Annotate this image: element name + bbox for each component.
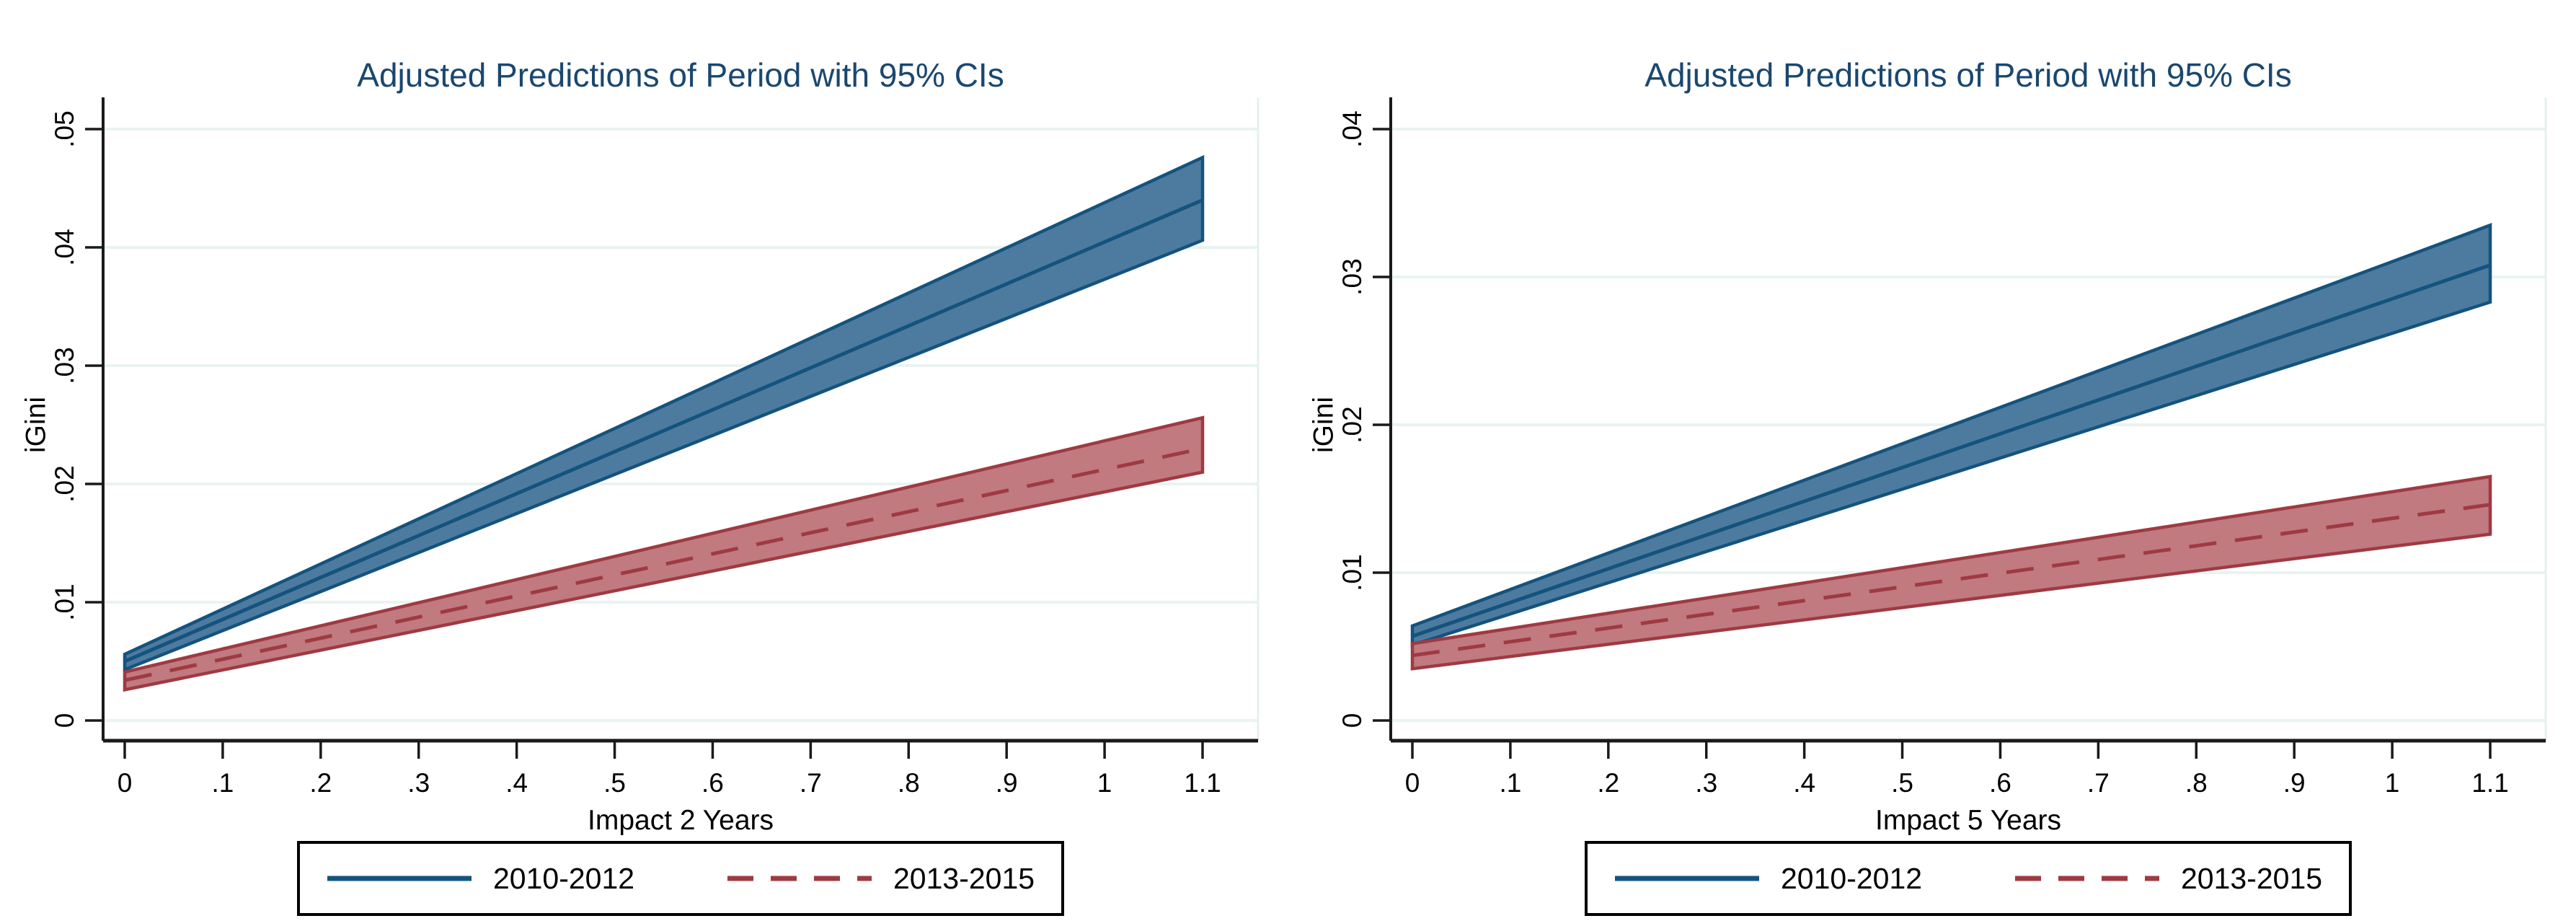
ci-band-2013-2015 <box>1410 475 2492 671</box>
x-axis-title: Impact 5 Years <box>1875 805 2061 836</box>
y-tick-label: 0 <box>50 713 79 728</box>
x-tick-label: .2 <box>309 768 332 798</box>
x-tick-label: 1.1 <box>1184 768 1221 798</box>
x-tick-label: .3 <box>1695 768 1717 798</box>
fit-line-2010-2012 <box>124 198 1203 664</box>
chart-impact-2-years: Adjusted Predictions of Period with 95% … <box>20 56 1260 916</box>
y-tick-label: .01 <box>50 583 79 620</box>
ci-band-2013-2015 <box>123 415 1205 692</box>
y-tick-label: .03 <box>1337 258 1367 295</box>
legend-label-2013-2015: 2013-2015 <box>2181 862 2322 895</box>
y-tick-label: .04 <box>1337 110 1367 147</box>
x-tick-label: .7 <box>800 768 822 798</box>
x-tick-label: .9 <box>2283 768 2306 798</box>
legend-label-2010-2012: 2010-2012 <box>493 862 634 895</box>
x-tick-label: .8 <box>898 768 920 798</box>
x-tick-label: .1 <box>211 768 234 798</box>
x-tick-label: 1.1 <box>2471 768 2508 798</box>
ci-band-2010-2012 <box>123 154 1205 672</box>
ci-band-2010-2012 <box>1410 223 2492 648</box>
y-axis-title: iGini <box>20 397 51 453</box>
fit-line-2010-2012 <box>1412 263 2491 638</box>
x-tick-label: .8 <box>2185 768 2208 798</box>
chart-title: Adjusted Predictions of Period with 95% … <box>1645 56 2291 94</box>
x-tick-label: 1 <box>2385 768 2400 798</box>
x-tick-label: .4 <box>1793 768 1815 798</box>
x-tick-label: 1 <box>1097 768 1112 798</box>
y-axis-title: iGini <box>1308 397 1339 453</box>
y-tick-label: 0 <box>1337 713 1367 728</box>
x-tick-label: .6 <box>1989 768 2011 798</box>
y-tick-label: .04 <box>50 229 79 265</box>
x-axis-title: Impact 2 Years <box>588 805 774 836</box>
x-tick-label: 0 <box>1405 768 1420 798</box>
legend-label-2010-2012: 2010-2012 <box>1781 862 1922 895</box>
y-tick-label: .01 <box>1337 554 1367 591</box>
x-tick-label: .5 <box>603 768 626 798</box>
x-tick-label: .4 <box>505 768 528 798</box>
chart-impact-5-years: Adjusted Predictions of Period with 95% … <box>1288 0 2575 921</box>
x-tick-label: .3 <box>407 768 430 798</box>
legend-label-2013-2015: 2013-2015 <box>893 862 1035 895</box>
x-tick-label: .6 <box>701 768 724 798</box>
y-tick-label: .02 <box>1337 406 1367 443</box>
x-tick-label: .2 <box>1597 768 1619 798</box>
x-tick-label: .7 <box>2087 768 2110 798</box>
chart-title: Adjusted Predictions of Period with 95% … <box>357 56 1004 94</box>
x-tick-label: .9 <box>996 768 1018 798</box>
chart-impact-2-years-canvas: Adjusted Predictions of Period with 95% … <box>20 56 1260 916</box>
y-tick-label: .02 <box>50 465 79 502</box>
chart-impact-5-years-canvas: Adjusted Predictions of Period with 95% … <box>1308 56 2547 916</box>
y-tick-label: .05 <box>50 110 79 147</box>
x-tick-label: 0 <box>118 768 133 798</box>
x-tick-label: .5 <box>1891 768 1913 798</box>
x-tick-label: .1 <box>1499 768 1521 798</box>
y-tick-label: .03 <box>50 347 79 384</box>
